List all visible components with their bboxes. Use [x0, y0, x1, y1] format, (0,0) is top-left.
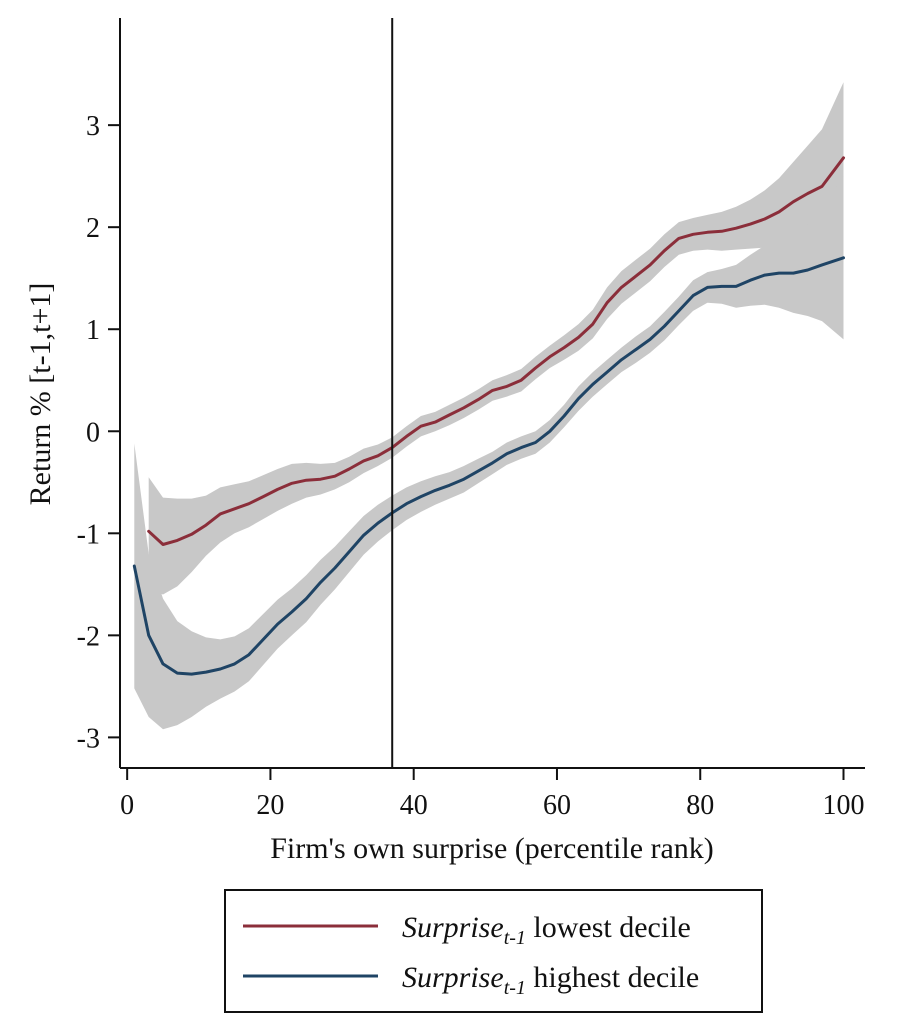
axes: -3 -2 -1 0 1 2 3 0 20 40 60 80 100 — [77, 18, 865, 821]
legend-box — [224, 889, 763, 1013]
x-tick-label: 80 — [686, 790, 714, 821]
x-tick-label: 100 — [823, 790, 865, 821]
x-axis-title: Firm's own surprise (percentile rank) — [270, 832, 714, 865]
legend-sub-highest: t-1 — [504, 977, 526, 999]
x-tick-label: 60 — [543, 790, 571, 821]
y-tick-label: 1 — [86, 315, 100, 346]
x-tick-label: 40 — [400, 790, 428, 821]
series-line-highest-decile — [132, 256, 845, 676]
x-tick-label: 0 — [120, 790, 134, 821]
series-line-lowest-decile — [147, 156, 845, 546]
y-tick-label: -1 — [77, 519, 100, 550]
y-axis-title: Return % [t-1,t+1] — [24, 283, 57, 506]
confidence-bands — [134, 82, 844, 730]
legend-rest-lowest: lowest decile — [526, 911, 691, 944]
y-tick-label: -3 — [77, 723, 100, 754]
legend-main-lowest: Surprise — [402, 911, 504, 944]
legend-main-highest: Surprise — [402, 961, 504, 994]
legend-entry-highest: Surpriset-1 highest decile — [402, 961, 699, 999]
confidence-band-lowest-decile — [148, 82, 844, 595]
legend-entry-lowest: Surpriset-1 lowest decile — [402, 911, 691, 949]
confidence-band-highest-decile — [134, 176, 844, 730]
legend-rest-highest: highest decile — [526, 961, 699, 994]
series-lines — [132, 156, 845, 676]
y-tick-label: 2 — [86, 213, 100, 244]
x-tick-label: 20 — [256, 790, 284, 821]
y-tick-label: 0 — [86, 417, 100, 448]
y-tick-label: 3 — [86, 111, 100, 142]
legend: Surpriset-1 lowest decile Surpriset-1 hi… — [224, 889, 763, 1013]
y-tick-label: -2 — [77, 621, 100, 652]
legend-sub-lowest: t-1 — [504, 927, 526, 949]
